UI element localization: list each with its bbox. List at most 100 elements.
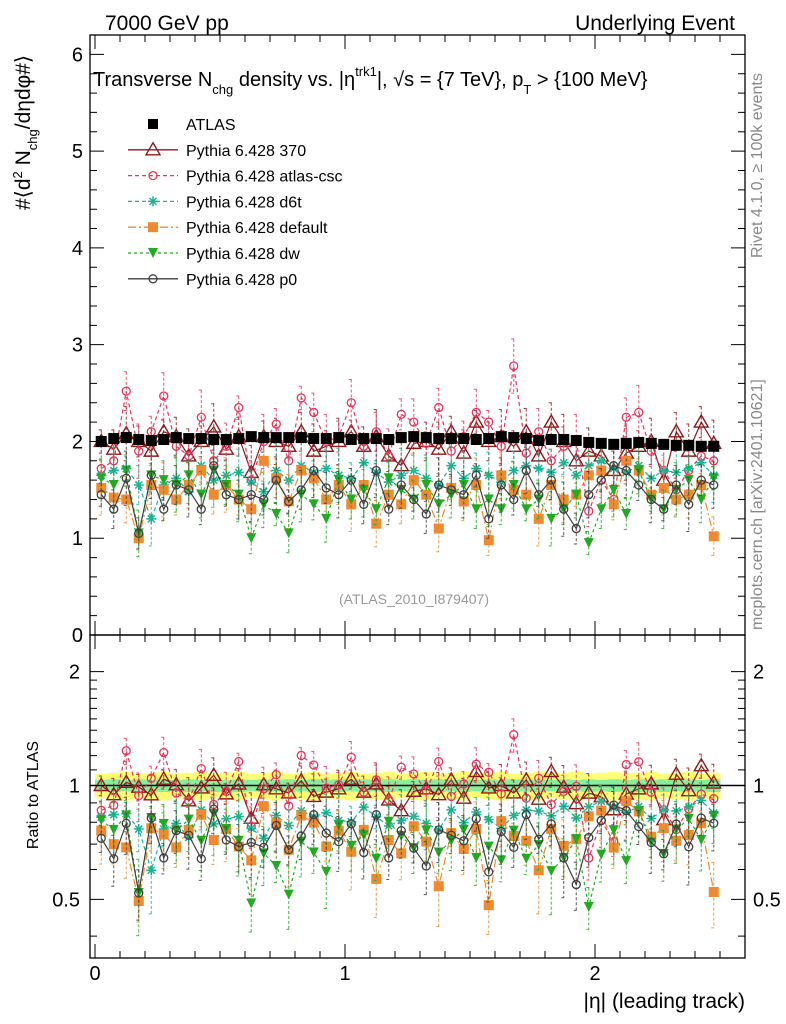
ratio-data-point <box>296 750 306 761</box>
data-point <box>484 514 494 524</box>
ratio-panel: 0 1 2 0.5 0.5 1 1 2 2 <box>52 634 781 985</box>
ratio-data-point <box>134 790 144 801</box>
ratio-data-point <box>334 780 344 790</box>
ratio-error-bar <box>548 803 554 847</box>
ratio-error-bar <box>473 747 479 783</box>
data-point <box>521 504 532 515</box>
error-bar <box>473 463 479 488</box>
ratio-data-point <box>646 837 656 848</box>
data-point <box>233 467 244 478</box>
data-point <box>668 423 685 438</box>
ratio-error-bar <box>273 762 279 788</box>
error-bar <box>486 499 492 539</box>
atlas-data-point <box>658 438 670 450</box>
ratio-data-point <box>596 849 607 860</box>
ratio-data-point <box>434 825 444 835</box>
ratio-data-point <box>146 773 156 783</box>
legend-marker <box>144 141 162 156</box>
data-point <box>559 504 569 514</box>
data-point <box>121 494 132 505</box>
y-tick-label: 1 <box>72 528 83 550</box>
legend-entry: Pythia 6.428 p0 <box>128 272 297 289</box>
data-point <box>109 504 119 514</box>
error-bar <box>648 417 654 466</box>
title-part-a: Transverse N <box>93 69 212 91</box>
ratio-error-bar <box>323 816 329 852</box>
ratio-data-point <box>496 789 506 799</box>
ratio-data-point <box>209 804 219 814</box>
data-point <box>309 465 319 476</box>
title-sqrt-symbol: √ <box>393 69 404 91</box>
atlas-data-point <box>445 433 457 445</box>
data-point <box>484 417 494 427</box>
ratio-data-point <box>459 779 469 789</box>
ratio-data-point <box>309 810 319 820</box>
ratio-data-point <box>333 820 344 831</box>
data-point <box>583 470 594 481</box>
data-point <box>259 494 269 505</box>
data-point <box>271 419 281 429</box>
atlas-data-point <box>295 432 307 444</box>
atlas-data-point <box>420 432 432 444</box>
ratio-data-point <box>546 866 557 877</box>
ratio-data-point <box>346 840 357 851</box>
data-point <box>396 480 406 490</box>
ratio-data-point <box>683 801 694 812</box>
data-point <box>546 480 557 490</box>
data-point <box>508 465 519 476</box>
data-point <box>521 465 531 476</box>
error-bar <box>248 467 254 523</box>
error-bar <box>398 461 404 509</box>
data-point <box>459 490 469 500</box>
data-point <box>346 475 356 485</box>
data-point <box>405 434 422 450</box>
ratio-data-point <box>208 834 219 845</box>
ratio-data-point <box>496 823 507 834</box>
ratio-data-point <box>371 873 382 884</box>
data-point <box>696 457 707 468</box>
data-point <box>96 473 107 484</box>
error-bar <box>698 406 704 439</box>
data-point <box>509 361 519 371</box>
data-point <box>371 518 382 529</box>
ratio-data-point <box>271 820 281 831</box>
ratio-error-bar <box>448 818 454 855</box>
title-sup-b: trk1 <box>355 64 377 79</box>
ratio-data-point <box>409 843 419 853</box>
ratio-error-bar <box>261 766 267 815</box>
data-point <box>321 463 332 474</box>
data-point <box>496 441 506 451</box>
ratio-data-point <box>683 813 694 824</box>
legend-label: Pythia 6.428 dw <box>186 246 300 263</box>
data-point <box>621 465 631 476</box>
ratio-data-point <box>608 825 619 836</box>
ratio-data-point <box>421 825 432 836</box>
ratio-error-bar <box>511 829 517 868</box>
legend-label: Pythia 6.428 atlas-csc <box>186 169 343 186</box>
error-bar <box>586 470 592 519</box>
ratio-error-bar <box>298 814 304 861</box>
data-point <box>458 480 469 490</box>
atlas-data-point <box>545 434 557 446</box>
x-tick-label: 2 <box>589 963 600 985</box>
ratio-data-point <box>108 824 119 835</box>
atlas-data-point <box>395 432 407 444</box>
ratio-data-point <box>259 842 269 853</box>
error-bar <box>698 464 704 497</box>
ratio-data-point <box>459 836 469 846</box>
error-bar <box>198 470 204 519</box>
atlas-data-point <box>408 431 420 443</box>
data-point <box>521 460 532 471</box>
ratio-data-point <box>196 809 207 820</box>
data-point <box>133 480 144 490</box>
error-bar <box>348 468 354 493</box>
data-point <box>583 460 594 471</box>
ratio-data-point <box>143 786 160 801</box>
data-point <box>646 494 656 505</box>
ratio-data-point <box>96 833 106 844</box>
error-bar <box>573 512 579 545</box>
atlas-data-point <box>645 437 657 449</box>
ratio-data-point <box>159 853 169 863</box>
error-bar <box>111 489 117 530</box>
ratio-data-point <box>480 779 497 794</box>
